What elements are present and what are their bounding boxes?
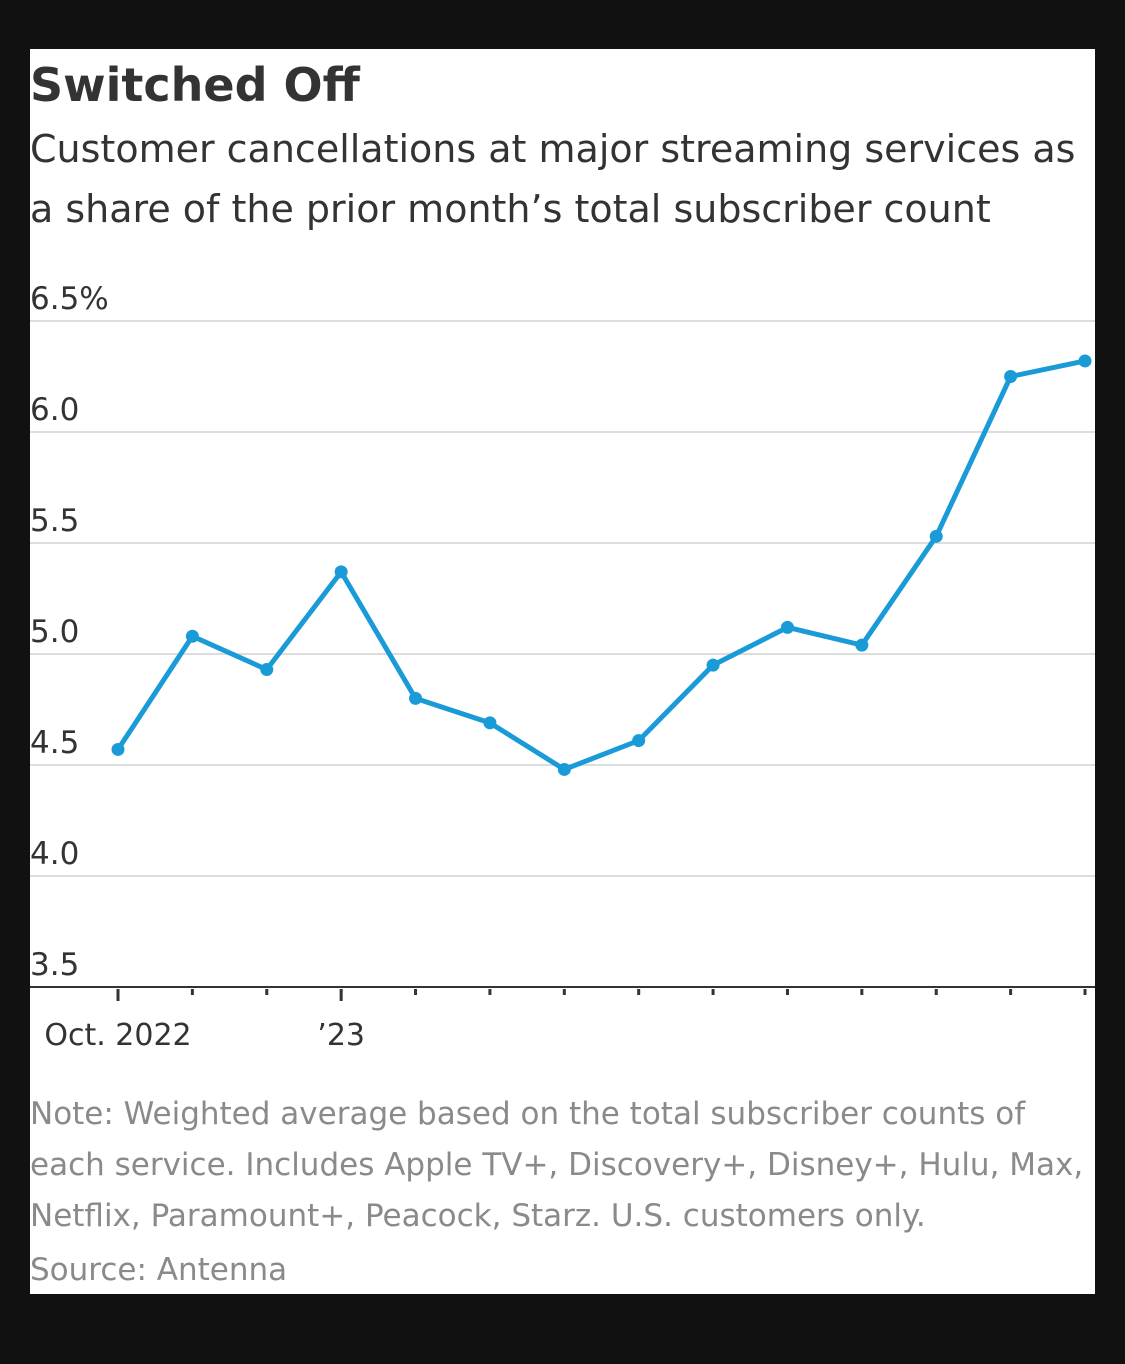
data-point xyxy=(780,620,794,634)
y-tick-label: 4.0 xyxy=(30,836,79,872)
y-tick-label: 5.0 xyxy=(30,614,79,650)
series-line xyxy=(115,358,1088,772)
y-tick-label: 4.5 xyxy=(30,725,79,761)
x-tick-label: ’23 xyxy=(317,1018,365,1053)
data-point xyxy=(260,663,274,677)
data-point xyxy=(706,658,720,672)
chart-note: Note: Weighted average based on the tota… xyxy=(30,1096,1084,1234)
chart-title: Switched Off xyxy=(30,58,360,112)
x-tick-label: Oct. 2022 xyxy=(44,1018,191,1053)
data-point xyxy=(483,716,497,730)
data-point xyxy=(1004,370,1018,383)
y-tick-label: 5.5 xyxy=(30,503,79,539)
y-tick-label: 6.5% xyxy=(30,281,109,317)
data-point xyxy=(632,734,646,748)
data-point xyxy=(557,762,571,776)
chart-subtitle: Customer cancellations at major streamin… xyxy=(30,127,1076,231)
y-tick-label: 6.0 xyxy=(30,392,79,428)
data-point xyxy=(334,565,348,579)
data-point xyxy=(185,629,199,643)
data-point xyxy=(1078,354,1092,368)
chart-source: Source: Antenna xyxy=(30,1252,288,1288)
line-chart: 3.5 4.0 4.5 5.0 5.5 6.0 6.5% Oct. 2022 ’23 xyxy=(30,281,1095,1053)
chart-card: Switched Off Customer cancellations at m… xyxy=(30,49,1095,1294)
y-tick-label: 3.5 xyxy=(30,947,79,983)
data-point xyxy=(111,742,125,756)
data-point xyxy=(929,529,943,543)
data-point xyxy=(409,691,423,705)
data-point xyxy=(855,638,869,652)
